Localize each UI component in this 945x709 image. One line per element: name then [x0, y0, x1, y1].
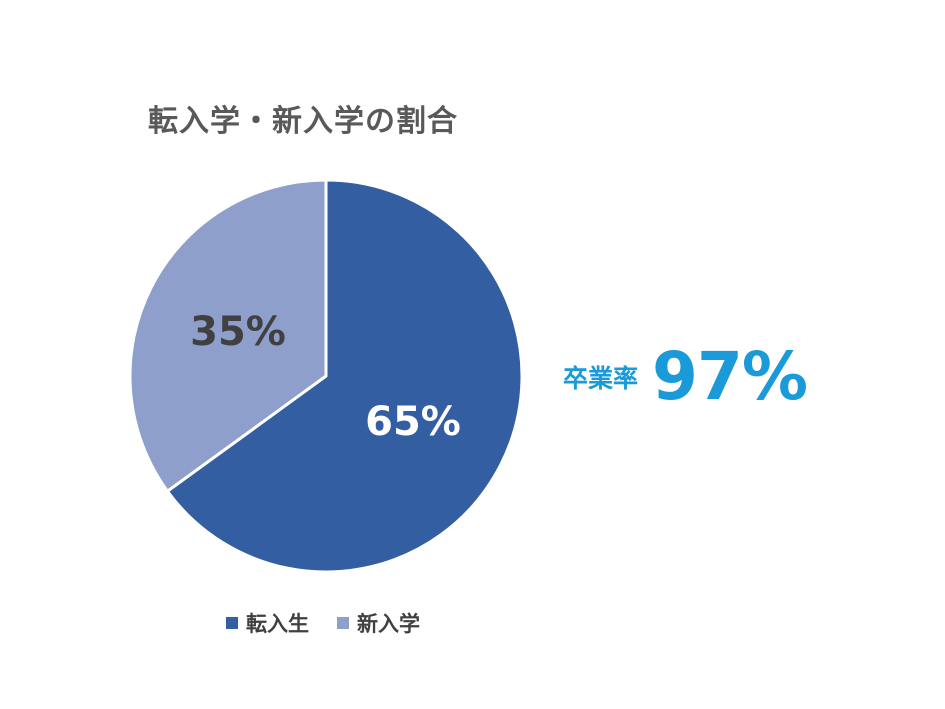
graduation-rate-value: 97%	[652, 338, 808, 415]
graduation-rate-callout: 卒業率 97%	[563, 338, 808, 415]
legend-item-transfer: 転入生	[226, 608, 309, 638]
legend-swatch-transfer	[226, 617, 238, 629]
chart-legend: 転入生 新入学	[226, 608, 420, 638]
chart-title: 転入学・新入学の割合	[148, 104, 458, 139]
legend-swatch-new	[337, 617, 349, 629]
legend-item-new: 新入学	[337, 608, 420, 638]
pie-slice-transfer	[165, 178, 524, 574]
graduation-rate-label: 卒業率	[563, 363, 639, 393]
data-label-transfer: 65%	[365, 399, 461, 445]
data-label-new: 35%	[190, 309, 286, 355]
pie-slice-new	[128, 178, 328, 493]
legend-label-new: 新入学	[357, 612, 420, 636]
legend-label-transfer: 転入生	[246, 612, 309, 636]
